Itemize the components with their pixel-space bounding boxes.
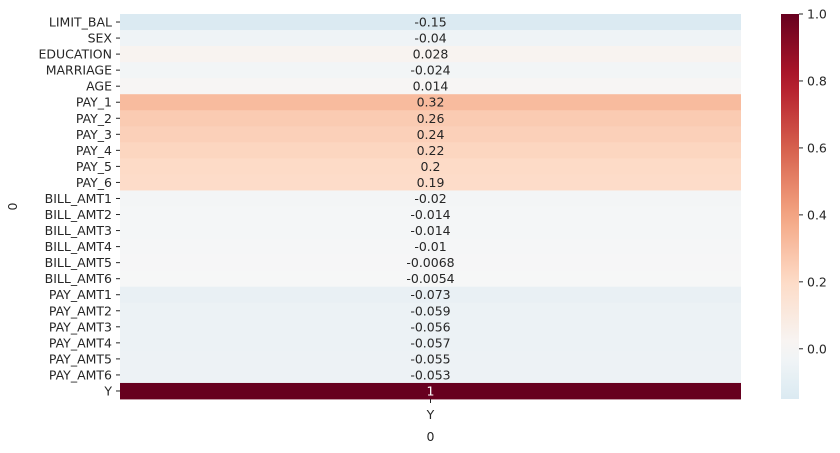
cell-value-label: 0.19 xyxy=(417,175,445,190)
cell-value-label: -0.055 xyxy=(410,351,450,366)
cell-value-label: 0.22 xyxy=(417,143,445,158)
y-tick-label: PAY_4 xyxy=(76,143,112,158)
heatmap-cell xyxy=(120,286,741,304)
heatmap-cell xyxy=(120,350,741,368)
y-tick-label: PAY_5 xyxy=(76,159,112,174)
y-tick-labels: LIMIT_BALSEXEDUCATIONMARRIAGEAGEPAY_1PAY… xyxy=(39,15,120,398)
heatmap-cell xyxy=(120,270,741,288)
heatmap-cell xyxy=(120,366,741,384)
heatmap-cell xyxy=(120,14,741,31)
y-tick-label: PAY_2 xyxy=(76,111,112,126)
cell-value-label: -0.059 xyxy=(410,303,450,318)
colorbar-gradient xyxy=(781,14,799,399)
cell-value-label: -0.014 xyxy=(410,223,450,238)
y-tick-label: PAY_3 xyxy=(76,127,112,142)
y-tick-label: Y xyxy=(103,383,112,398)
cell-value-label: -0.15 xyxy=(414,15,446,30)
cell-value-label: -0.01 xyxy=(414,239,446,254)
y-tick-label: MARRIAGE xyxy=(46,63,112,78)
x-axis-label: 0 xyxy=(427,429,435,444)
heatmap-cell xyxy=(120,222,741,239)
heatmap-cell xyxy=(120,382,741,400)
heatmap-cell xyxy=(120,190,741,207)
cell-value-label: 0.26 xyxy=(417,111,445,126)
heatmap-cell xyxy=(120,62,741,79)
heatmap-cell xyxy=(120,174,741,191)
cell-value-label: -0.04 xyxy=(414,31,446,46)
colorbar: 0.0 0.2 0.4 0.6 0.8 1.0 xyxy=(781,7,827,399)
cell-value-label: -0.073 xyxy=(410,287,450,302)
y-tick-label: PAY_AMT4 xyxy=(49,335,112,350)
cell-value-label: -0.024 xyxy=(410,63,450,78)
x-tick-labels: Y xyxy=(426,399,435,422)
cell-value-label: -0.0068 xyxy=(406,255,454,270)
heatmap-cell xyxy=(120,302,741,320)
cell-value-label: -0.053 xyxy=(410,367,450,382)
y-tick-label: PAY_6 xyxy=(76,175,112,190)
heatmap-cell xyxy=(120,30,741,47)
y-tick-label: BILL_AMT3 xyxy=(45,223,112,238)
colorbar-tick-label: 0.0 xyxy=(807,341,827,356)
cell-value-label: 0.2 xyxy=(421,159,441,174)
y-tick-label: BILL_AMT1 xyxy=(45,191,112,206)
heatmap-cell xyxy=(120,142,741,159)
y-tick-label: PAY_AMT3 xyxy=(49,319,112,334)
y-tick-label: BILL_AMT2 xyxy=(45,207,112,222)
y-tick-label: LIMIT_BAL xyxy=(49,15,112,30)
y-tick-label: BILL_AMT5 xyxy=(45,255,112,270)
y-tick-label: BILL_AMT6 xyxy=(45,271,112,286)
y-tick-label: PAY_1 xyxy=(76,95,112,110)
cell-value-label: 1 xyxy=(427,383,435,398)
cell-value-label: 0.24 xyxy=(417,127,445,142)
colorbar-tick-label: 0.4 xyxy=(807,207,827,222)
cell-value-label: 0.028 xyxy=(413,47,449,62)
y-tick-label: PAY_AMT1 xyxy=(49,287,112,302)
cell-value-label: -0.02 xyxy=(414,191,446,206)
heatmap-cell xyxy=(120,94,741,111)
heatmap-cell xyxy=(120,206,741,223)
cell-value-label: 0.014 xyxy=(413,79,449,94)
heatmap-cell xyxy=(120,318,741,336)
heatmap-cell xyxy=(120,126,741,143)
heatmap-cell xyxy=(120,238,741,256)
heatmap-cell xyxy=(120,158,741,175)
cell-value-label: -0.056 xyxy=(410,319,450,334)
y-tick-label: PAY_AMT2 xyxy=(49,303,112,318)
heatmap-cell xyxy=(120,334,741,352)
cell-value-label: 0.32 xyxy=(417,95,445,110)
y-tick-label: EDUCATION xyxy=(39,47,113,62)
y-tick-label: SEX xyxy=(88,31,113,46)
y-tick-label: BILL_AMT4 xyxy=(45,239,112,254)
y-tick-label: AGE xyxy=(86,79,112,94)
cell-value-label: -0.014 xyxy=(410,207,450,222)
heatmap-cell xyxy=(120,110,741,127)
colorbar-tick-label: 0.8 xyxy=(807,73,827,88)
cell-value-label: -0.0054 xyxy=(406,271,454,286)
heatmap-cell xyxy=(120,78,741,95)
cell-value-label: -0.057 xyxy=(410,335,450,350)
y-tick-label: PAY_AMT6 xyxy=(49,367,112,382)
colorbar-tick-label: 0.6 xyxy=(807,140,827,155)
colorbar-tick-label: 0.2 xyxy=(807,274,827,289)
heatmap-cells: -0.15-0.040.028-0.0240.0140.320.260.240.… xyxy=(120,14,741,400)
x-tick-label: Y xyxy=(426,407,435,422)
y-tick-label: PAY_AMT5 xyxy=(49,351,112,366)
heatmap-cell xyxy=(120,46,741,63)
colorbar-tick-label: 1.0 xyxy=(807,7,827,22)
y-axis-label: 0 xyxy=(5,202,20,210)
heatmap-cell xyxy=(120,254,741,272)
